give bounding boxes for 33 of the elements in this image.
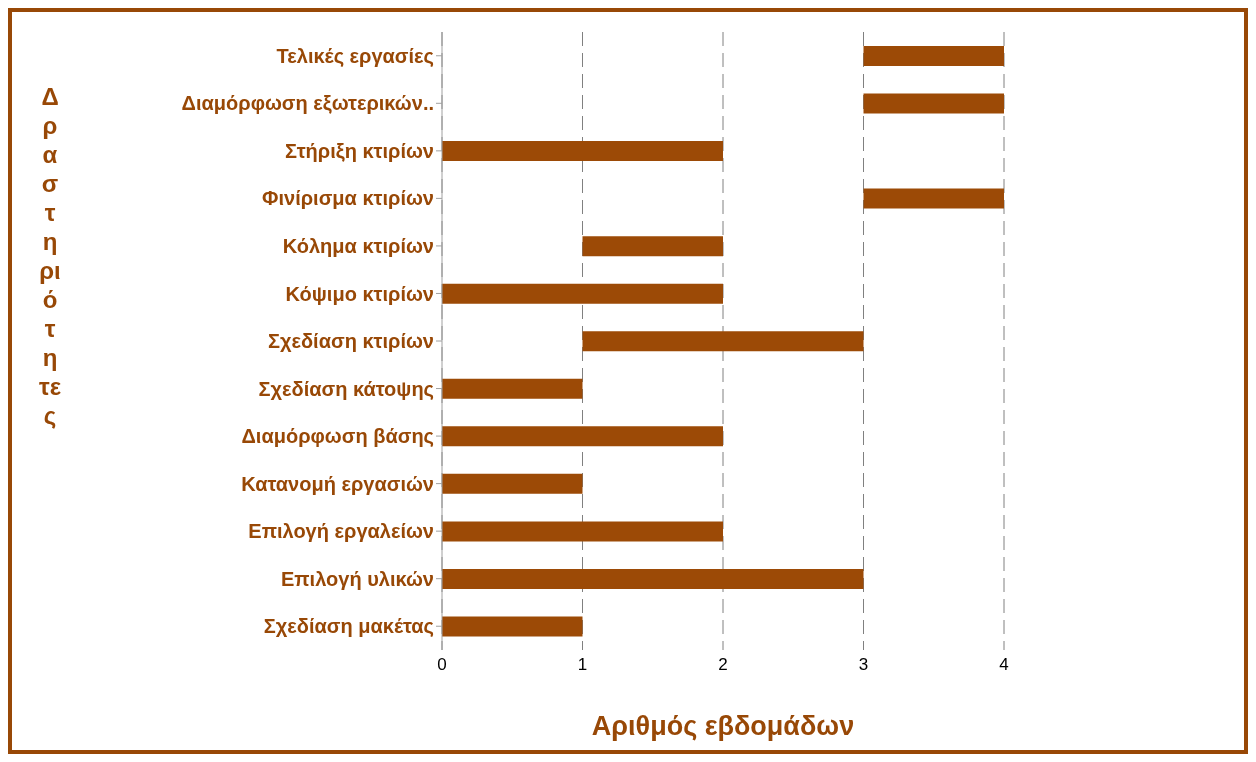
bar <box>582 236 723 257</box>
x-tick-label: 4 <box>999 655 1009 675</box>
y-tick-label: Στήριξη κτιρίων <box>285 139 434 162</box>
x-tick-label: 0 <box>437 655 447 675</box>
bar <box>442 616 583 637</box>
bar <box>442 521 723 542</box>
bar <box>442 473 583 494</box>
y-tick-label: Διαμόρφωση βάσης <box>241 425 434 448</box>
bar <box>863 93 1004 114</box>
x-axis-title: Αριθμός εβδομάδων <box>591 711 855 741</box>
y-tick-label: Τελικές εργασίες <box>276 44 434 67</box>
y-tick-label: Κόψιμο κτιρίων <box>285 282 434 305</box>
bar <box>582 331 864 352</box>
bar <box>442 141 723 162</box>
bar <box>863 188 1004 209</box>
text: Δραστηριότητες <box>38 83 62 429</box>
bar <box>863 46 1004 66</box>
x-tick-label: 1 <box>577 655 588 675</box>
y-tick-label: Επιλογή εργαλείων <box>248 520 434 543</box>
bar <box>442 378 583 399</box>
y-tick-label: Κατανομή εργασιών <box>241 472 434 495</box>
x-tick-label: 2 <box>718 655 728 675</box>
bar <box>442 283 723 304</box>
y-tick-label: Σχεδίαση κτιρίων <box>267 330 434 353</box>
x-tick-label: 3 <box>858 655 869 675</box>
y-tick-label: Κόλημα κτιρίων <box>282 235 434 258</box>
bar <box>442 426 723 447</box>
y-tick-label: Επιλογή υλικών <box>280 567 434 590</box>
y-tick-label: Σχεδίαση κάτοψης <box>258 377 434 400</box>
y-tick-label: Φινίρισμα κτιρίων <box>262 187 434 210</box>
y-tick-label: Σχεδίαση μακέτας <box>263 615 434 638</box>
bar <box>442 568 864 589</box>
y-tick-label: Διαμόρφωση εξωτερικών.. <box>181 92 434 115</box>
